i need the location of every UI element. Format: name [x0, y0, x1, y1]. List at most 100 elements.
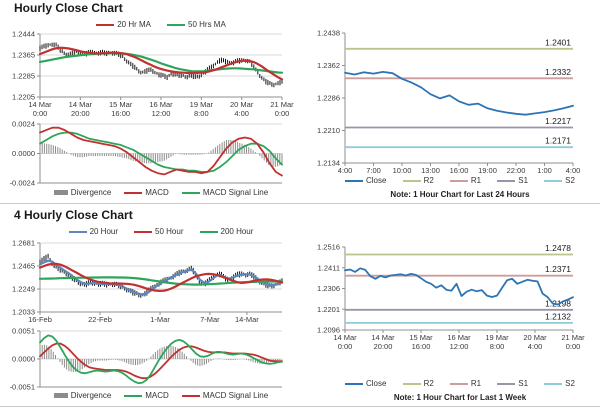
legend-label: 200 Hour — [220, 227, 254, 236]
line-swatch — [124, 191, 143, 194]
line-swatch — [199, 230, 218, 233]
legend-item-divergence: Divergence — [53, 188, 112, 197]
svg-text:19 Mar: 19 Mar — [190, 100, 214, 109]
pivot-level-r2: 1.2401 — [345, 37, 573, 50]
svg-text:0:00: 0:00 — [33, 109, 48, 118]
svg-text:21 Mar: 21 Mar — [270, 100, 294, 109]
legend-item-r2: R2 — [402, 379, 434, 388]
svg-text:4:00: 4:00 — [528, 342, 543, 351]
svg-text:1.2134: 1.2134 — [317, 159, 340, 168]
legend-item-macd-signal-line: MACD Signal Line — [181, 391, 268, 400]
line-swatch — [345, 179, 363, 182]
svg-text:1.2444: 1.2444 — [12, 30, 35, 39]
legend-label: S1 — [518, 176, 529, 185]
legend-item-s1: S1 — [497, 379, 528, 388]
svg-text:-0.0024: -0.0024 — [10, 179, 35, 188]
svg-text:1.2096: 1.2096 — [317, 326, 340, 335]
svg-text:1.2516: 1.2516 — [317, 243, 340, 252]
legend-item-20-hr-ma: 20 Hr MA — [96, 20, 151, 29]
svg-text:1.2401: 1.2401 — [545, 37, 571, 47]
svg-text:4:00: 4:00 — [338, 166, 353, 175]
svg-text:12:00: 12:00 — [152, 109, 171, 118]
svg-text:16:00: 16:00 — [412, 342, 431, 351]
legend-label: MACD Signal Line — [202, 188, 269, 197]
legend-item-macd: MACD — [124, 391, 169, 400]
pivot-level-r2: 1.2478 — [345, 243, 573, 256]
svg-text:20 Mar: 20 Mar — [230, 100, 254, 109]
pivot-level-s1: 1.2198 — [345, 298, 573, 311]
svg-text:1.2681: 1.2681 — [12, 239, 35, 248]
four-hourly-ma-legend: 20 Hour 50 Hour 200 Hour — [40, 227, 282, 236]
svg-text:1.2411: 1.2411 — [318, 263, 340, 272]
legend-label: Divergence — [70, 188, 112, 197]
svg-text:1.2306: 1.2306 — [317, 284, 340, 293]
svg-text:1.2171: 1.2171 — [545, 136, 571, 146]
line-swatch — [96, 23, 115, 26]
legend-label: MACD — [145, 391, 169, 400]
svg-text:8:00: 8:00 — [194, 109, 209, 118]
legend-label: 20 Hour — [89, 227, 119, 236]
legend-label: R2 — [423, 379, 434, 388]
line-swatch — [497, 382, 516, 385]
svg-text:1.2249: 1.2249 — [12, 285, 35, 294]
legend-label: 50 Hour — [155, 227, 184, 236]
legend-item-50-hour: 50 Hour — [134, 227, 184, 236]
svg-text:16:00: 16:00 — [111, 109, 130, 118]
svg-text:20:00: 20:00 — [71, 109, 90, 118]
section-divider — [0, 203, 600, 204]
legend-item-200-hour: 200 Hour — [199, 227, 254, 236]
svg-text:12:00: 12:00 — [450, 342, 469, 351]
pivot-level-r1: 1.2332 — [345, 67, 573, 80]
pivot-level-s2: 1.2171 — [345, 136, 573, 149]
line-swatch — [449, 179, 468, 182]
svg-text:0:00: 0:00 — [338, 342, 353, 351]
last-24h-legend: Close R2 R1 S1 S2 — [345, 176, 575, 185]
legend-label: R1 — [470, 379, 482, 388]
svg-text:1-Mar: 1-Mar — [150, 315, 170, 324]
legend-item-close: Close — [345, 379, 386, 388]
line-swatch — [544, 179, 563, 182]
legend-item-r1: R1 — [449, 379, 482, 388]
legend-label: R2 — [423, 176, 434, 185]
svg-text:4:00: 4:00 — [234, 109, 249, 118]
svg-text:10:00: 10:00 — [393, 166, 412, 175]
line-swatch — [402, 179, 421, 182]
pivot-level-s2: 1.2132 — [345, 311, 573, 324]
legend-item-r2: R2 — [402, 176, 434, 185]
svg-text:20:00: 20:00 — [374, 342, 393, 351]
svg-text:0:00: 0:00 — [566, 342, 581, 351]
legend-label: 50 Hrs MA — [188, 20, 226, 29]
svg-text:0.0024: 0.0024 — [12, 120, 35, 129]
svg-text:7-Mar: 7-Mar — [200, 315, 220, 324]
svg-text:4:00: 4:00 — [566, 166, 581, 175]
svg-text:14 Mar: 14 Mar — [69, 100, 93, 109]
svg-text:15 Mar: 15 Mar — [109, 100, 133, 109]
svg-text:1.2132: 1.2132 — [545, 311, 571, 321]
svg-text:1.2362: 1.2362 — [317, 61, 340, 70]
legend-item-s2: S2 — [544, 176, 575, 185]
last-24h-note: Note: 1 Hour Chart for Last 24 Hours — [390, 190, 530, 199]
legend-item-r1: R1 — [449, 176, 481, 185]
svg-text:22:00: 22:00 — [507, 166, 526, 175]
svg-text:7:00: 7:00 — [366, 166, 381, 175]
line-swatch — [181, 394, 200, 397]
line-swatch — [124, 394, 143, 397]
hourly-macd-legend: Divergence MACD MACD Signal Line — [40, 188, 282, 197]
svg-text:14 Mar: 14 Mar — [28, 100, 52, 109]
svg-text:14 Mar: 14 Mar — [371, 333, 395, 342]
svg-text:-0.0051: -0.0051 — [10, 383, 35, 392]
svg-text:20 Mar: 20 Mar — [523, 333, 547, 342]
bar-swatch — [53, 393, 68, 398]
svg-text:1.2217: 1.2217 — [545, 116, 571, 126]
svg-text:16:00: 16:00 — [450, 166, 469, 175]
legend-item-50-hrs-ma: 50 Hrs MA — [167, 20, 226, 29]
svg-text:1.2332: 1.2332 — [545, 67, 571, 77]
svg-text:1.2205: 1.2205 — [12, 93, 35, 102]
svg-text:1.2286: 1.2286 — [317, 94, 340, 103]
last-week-note: Note: 1 Hour Chart for Last 1 Week — [393, 393, 527, 402]
